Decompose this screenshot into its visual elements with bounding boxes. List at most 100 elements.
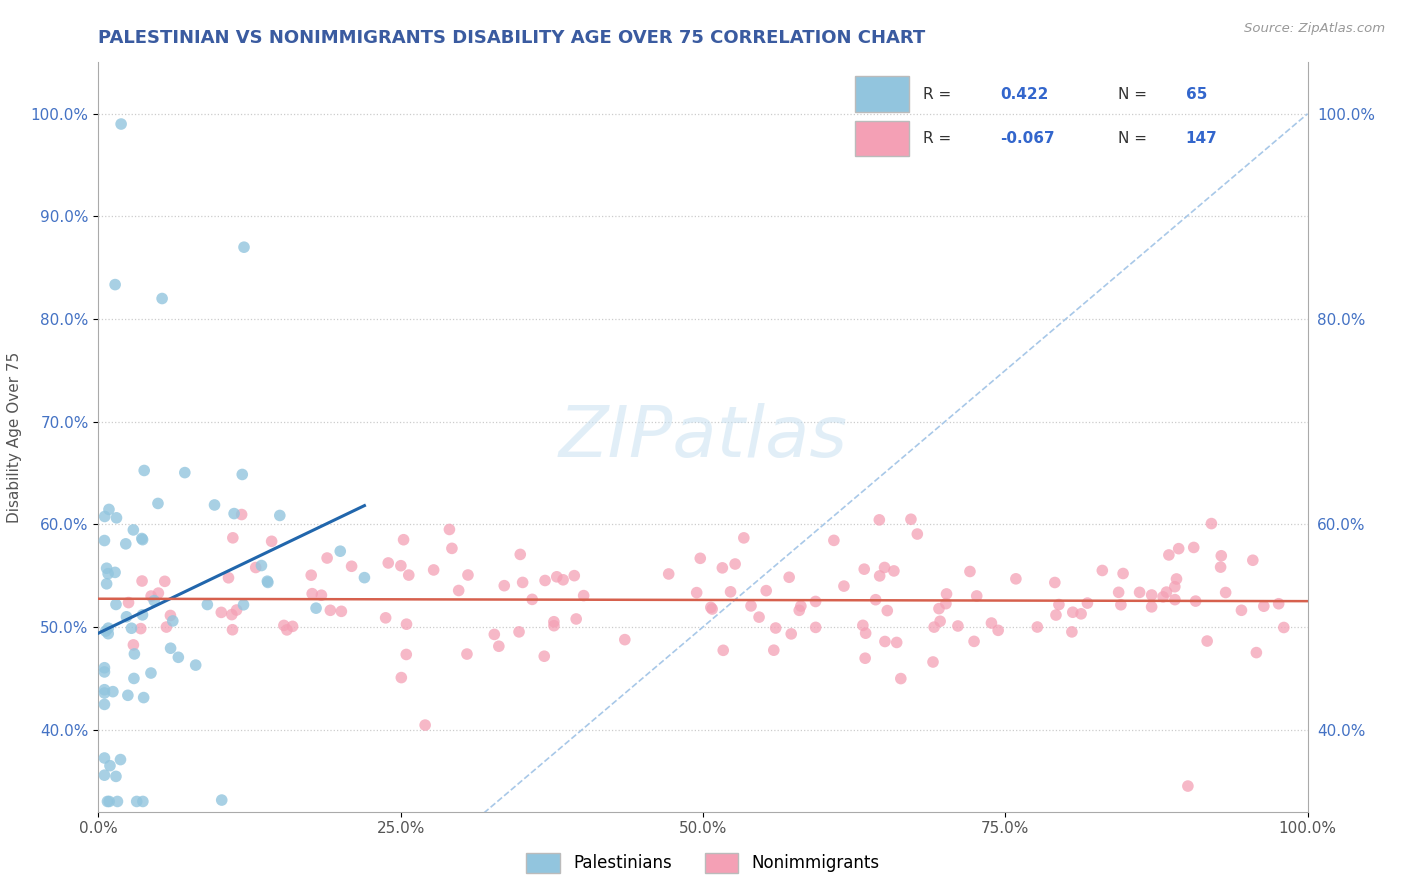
Point [104,566,127,580]
Point [748,610,770,624]
Y-axis label: Disability Age Over 75: Disability Age Over 75 [7,351,22,523]
Point [780,627,803,641]
Point [340,559,363,574]
Point [104,769,127,783]
Point [733,531,755,545]
Point [221,607,243,622]
Point [101,684,124,698]
Point [422,563,444,577]
Point [1045,608,1067,623]
Point [245,560,267,574]
Point [440,541,463,556]
Point [117,688,139,702]
Point [134,463,156,477]
Point [131,532,153,546]
Point [853,651,876,665]
Point [389,558,412,573]
Point [93,533,115,548]
Point [260,534,283,549]
Point [533,649,555,664]
Point [1152,590,1174,604]
Point [1230,603,1253,617]
Point [966,589,988,603]
Point [869,569,891,583]
Point [413,718,436,732]
Point [935,587,957,601]
Point [1043,575,1066,590]
Point [1070,607,1092,621]
Point [1005,572,1028,586]
Point [1267,597,1289,611]
Point [1166,572,1188,586]
Point [146,496,169,510]
Point [457,568,479,582]
Point [221,623,243,637]
Point [115,609,138,624]
Point [173,466,195,480]
Point [222,507,245,521]
Point [868,513,890,527]
Point [905,527,928,541]
Point [148,586,170,600]
Point [159,608,181,623]
Point [93,509,115,524]
Point [686,585,709,599]
Point [231,508,253,522]
Point [1253,599,1275,614]
Point [143,593,166,607]
Point [494,579,516,593]
Point [1182,541,1205,555]
Point [131,574,153,588]
Point [150,292,173,306]
Point [395,648,418,662]
Point [456,647,478,661]
Point [689,551,711,566]
Text: Source: ZipAtlas.com: Source: ZipAtlas.com [1244,22,1385,36]
Point [97,566,120,581]
Point [93,751,115,765]
Text: ZIPatlas: ZIPatlas [558,402,848,472]
Point [97,621,120,635]
Point [93,661,115,675]
Point [124,647,146,661]
Point [184,658,207,673]
Point [389,671,412,685]
Point [512,575,534,590]
Point [395,617,418,632]
Point [740,599,762,613]
Point [509,548,531,562]
Point [93,665,115,679]
Point [98,794,121,808]
Point [1167,541,1189,556]
Point [398,568,420,582]
Point [98,502,121,516]
Point [700,600,723,615]
Point [711,561,734,575]
Point [222,531,245,545]
Point [374,611,396,625]
Point [832,579,855,593]
Point [1215,585,1237,599]
Point [305,601,328,615]
Point [1201,516,1223,531]
Point [439,523,461,537]
Point [131,607,153,622]
Point [883,564,905,578]
Point [484,627,506,641]
Point [105,511,128,525]
Point [104,598,127,612]
Point [1157,548,1180,562]
Point [508,624,530,639]
Point [129,622,152,636]
Point [269,508,291,523]
Point [804,594,827,608]
Point [565,612,588,626]
Point [107,794,129,808]
Point [963,634,986,648]
Point [132,690,155,705]
Point [711,643,734,657]
Point [281,619,304,633]
Point [110,753,132,767]
Point [876,604,898,618]
Point [778,570,800,584]
